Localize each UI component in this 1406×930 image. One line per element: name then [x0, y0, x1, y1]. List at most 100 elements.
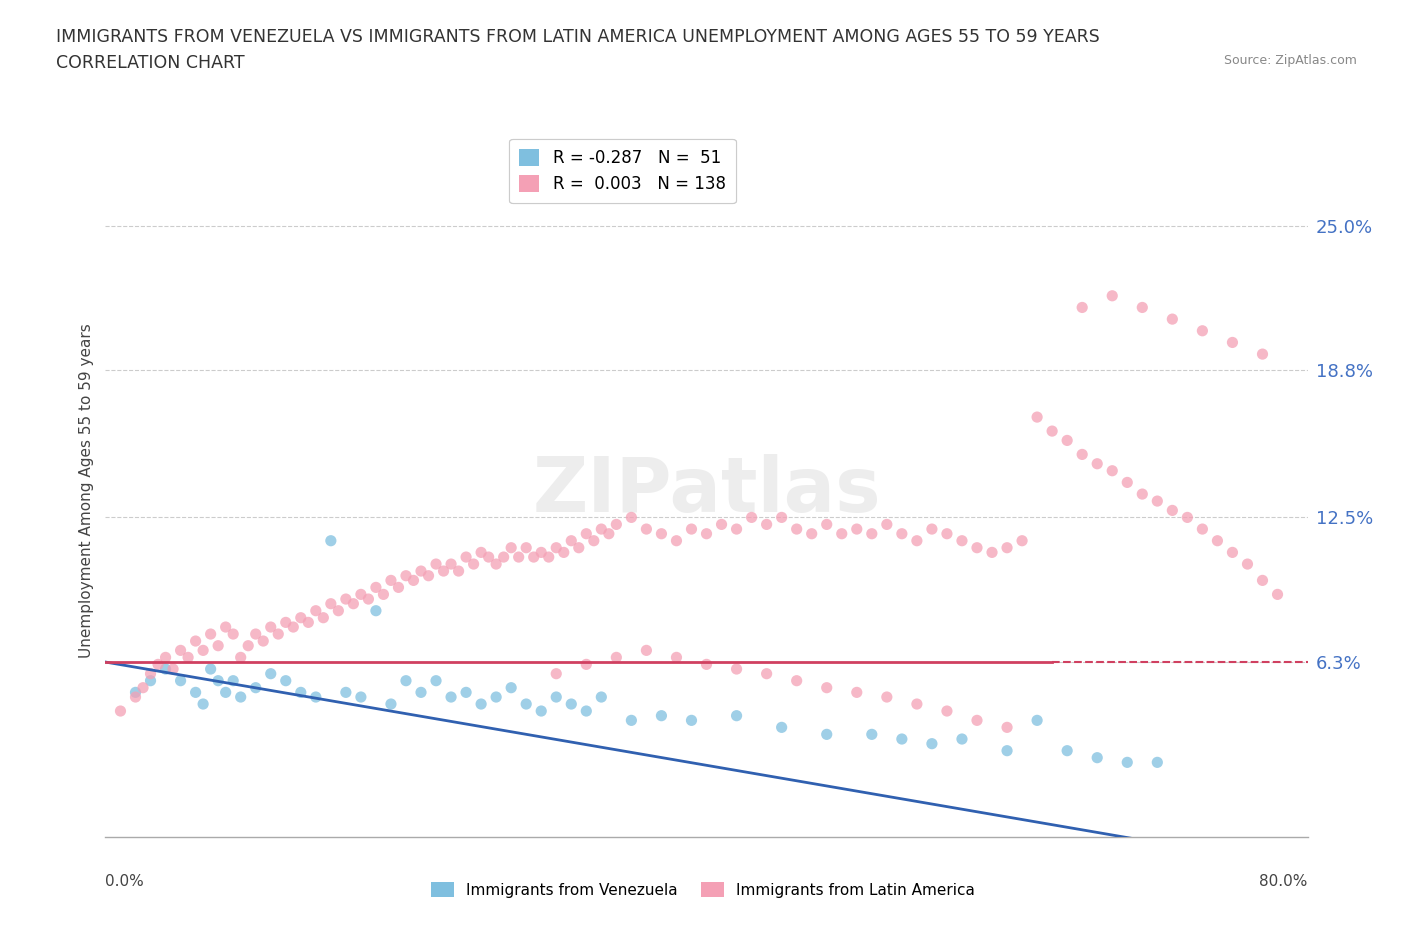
Point	[132, 680, 155, 695]
Point	[463, 557, 485, 572]
Y-axis label: Unemployment Among Ages 55 to 59 years: Unemployment Among Ages 55 to 59 years	[79, 324, 94, 658]
Point	[636, 643, 658, 658]
Point	[921, 737, 943, 751]
Point	[636, 522, 658, 537]
Point	[575, 657, 598, 671]
Point	[1222, 335, 1244, 350]
Point	[710, 517, 733, 532]
Point	[800, 526, 823, 541]
Point	[1206, 533, 1229, 548]
Point	[169, 643, 191, 658]
Point	[139, 666, 162, 681]
Point	[860, 727, 883, 742]
Point	[245, 627, 267, 642]
Point	[755, 517, 778, 532]
Point	[575, 704, 598, 719]
Point	[1267, 587, 1289, 602]
Point	[890, 526, 912, 541]
Point	[440, 557, 463, 572]
Point	[501, 540, 523, 555]
Point	[214, 619, 236, 634]
Point	[207, 673, 229, 688]
Point	[831, 526, 853, 541]
Point	[860, 526, 883, 541]
Point	[681, 522, 703, 537]
Point	[546, 666, 568, 681]
Point	[252, 633, 274, 648]
Point	[222, 627, 245, 642]
Point	[447, 564, 470, 578]
Text: IMMIGRANTS FROM VENEZUELA VS IMMIGRANTS FROM LATIN AMERICA UNEMPLOYMENT AMONG AG: IMMIGRANTS FROM VENEZUELA VS IMMIGRANTS …	[56, 28, 1099, 46]
Point	[546, 540, 568, 555]
Point	[546, 689, 568, 704]
Point	[191, 643, 214, 658]
Point	[478, 550, 501, 565]
Point	[1191, 522, 1213, 537]
Point	[905, 697, 928, 711]
Point	[1056, 433, 1078, 448]
Point	[470, 545, 492, 560]
Point	[1116, 755, 1139, 770]
Point	[290, 610, 312, 625]
Point	[725, 661, 748, 676]
Point	[335, 684, 357, 699]
Point	[364, 604, 387, 618]
Point	[267, 627, 290, 642]
Point	[605, 650, 627, 665]
Point	[177, 650, 200, 665]
Point	[184, 684, 207, 699]
Point	[598, 526, 620, 541]
Point	[432, 564, 454, 578]
Point	[950, 533, 973, 548]
Point	[537, 550, 560, 565]
Point	[312, 610, 335, 625]
Point	[222, 673, 245, 688]
Point	[1161, 503, 1184, 518]
Point	[146, 657, 169, 671]
Point	[1116, 475, 1139, 490]
Point	[560, 697, 582, 711]
Point	[200, 627, 222, 642]
Point	[995, 743, 1018, 758]
Point	[966, 540, 988, 555]
Point	[319, 596, 342, 611]
Point	[1056, 743, 1078, 758]
Point	[568, 540, 591, 555]
Point	[184, 633, 207, 648]
Point	[553, 545, 575, 560]
Point	[139, 673, 162, 688]
Point	[905, 533, 928, 548]
Point	[981, 545, 1004, 560]
Point	[1071, 447, 1094, 462]
Point	[409, 684, 432, 699]
Legend: R = -0.287   N =  51, R =  0.003   N = 138: R = -0.287 N = 51, R = 0.003 N = 138	[509, 139, 735, 204]
Point	[425, 673, 447, 688]
Point	[815, 517, 838, 532]
Point	[508, 550, 530, 565]
Point	[229, 650, 252, 665]
Point	[470, 697, 492, 711]
Point	[515, 540, 537, 555]
Text: 80.0%: 80.0%	[1260, 874, 1308, 889]
Point	[815, 727, 838, 742]
Point	[725, 709, 748, 724]
Point	[110, 704, 132, 719]
Point	[1146, 755, 1168, 770]
Point	[492, 550, 515, 565]
Point	[169, 673, 191, 688]
Point	[530, 545, 553, 560]
Point	[725, 522, 748, 537]
Point	[1251, 347, 1274, 362]
Point	[1011, 533, 1033, 548]
Point	[342, 596, 364, 611]
Point	[1085, 751, 1108, 765]
Point	[696, 526, 718, 541]
Point	[1191, 324, 1213, 339]
Point	[207, 638, 229, 653]
Point	[936, 704, 959, 719]
Point	[786, 673, 808, 688]
Point	[890, 732, 912, 747]
Point	[696, 657, 718, 671]
Point	[380, 573, 402, 588]
Text: Source: ZipAtlas.com: Source: ZipAtlas.com	[1223, 54, 1357, 67]
